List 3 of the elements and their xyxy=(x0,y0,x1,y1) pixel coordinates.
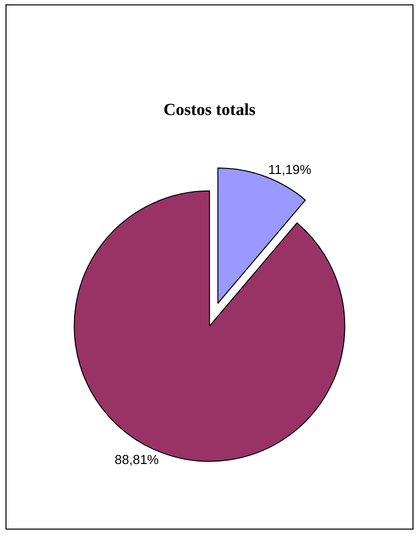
data-label: 11,19% xyxy=(268,162,312,178)
data-label: 88,81% xyxy=(114,452,160,468)
chart-title: Costos totals xyxy=(163,100,256,119)
